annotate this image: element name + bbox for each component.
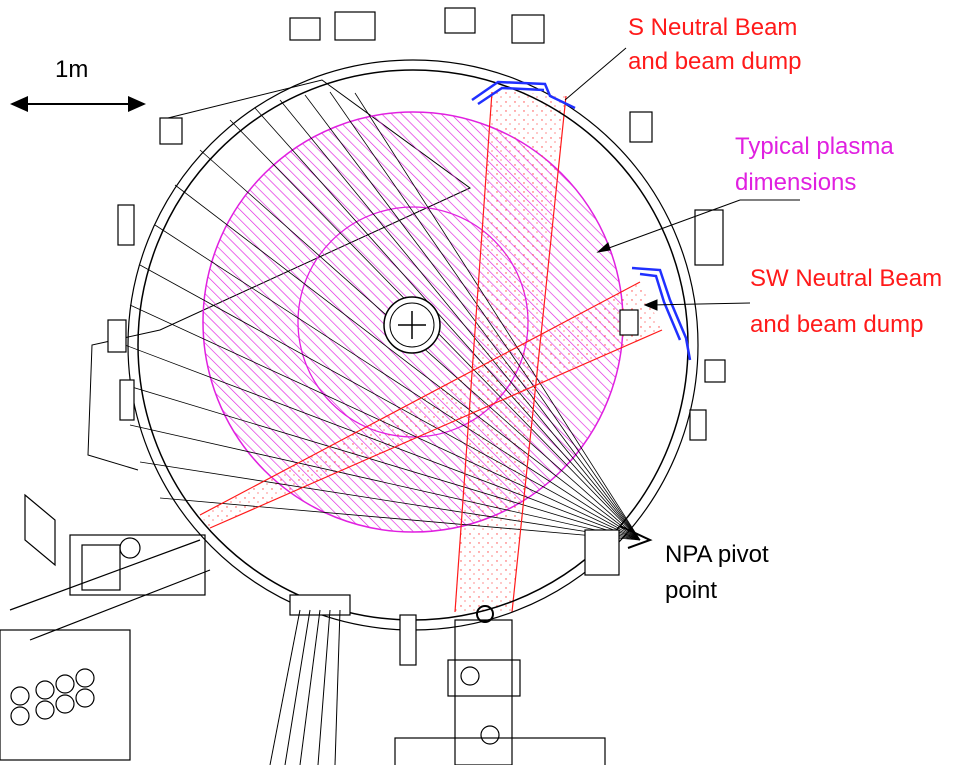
plasma-label-line1: Typical plasma bbox=[735, 133, 894, 160]
centre-column bbox=[383, 296, 441, 354]
s-beam-injector bbox=[394, 605, 606, 765]
npa-label-line2: point bbox=[665, 577, 718, 604]
detector-array bbox=[10, 668, 95, 726]
npa-label-line1: NPA pivot bbox=[665, 541, 769, 568]
lower-sight-lines bbox=[269, 609, 341, 765]
sw-beam-label-line2: and beam dump bbox=[750, 311, 924, 338]
npa-beamline-structure bbox=[0, 493, 211, 761]
scale-bar-label: 1m bbox=[55, 56, 89, 83]
sw-beam-dump bbox=[631, 266, 692, 361]
s-beam-dump bbox=[471, 80, 576, 110]
outer-fan-structure bbox=[87, 79, 471, 471]
beam-lines bbox=[199, 91, 663, 613]
vessel-ports bbox=[107, 7, 726, 666]
leader-lines bbox=[564, 47, 800, 549]
s-beam-label-line1: S Neutral Beam bbox=[628, 14, 798, 41]
sw-beam-label-line1: SW Neutral Beam bbox=[750, 265, 943, 292]
plasma-label-line2: dimensions bbox=[735, 169, 857, 196]
s-beam-label-line2: and beam dump bbox=[628, 48, 802, 75]
npa-sight-lines bbox=[124, 91, 641, 541]
